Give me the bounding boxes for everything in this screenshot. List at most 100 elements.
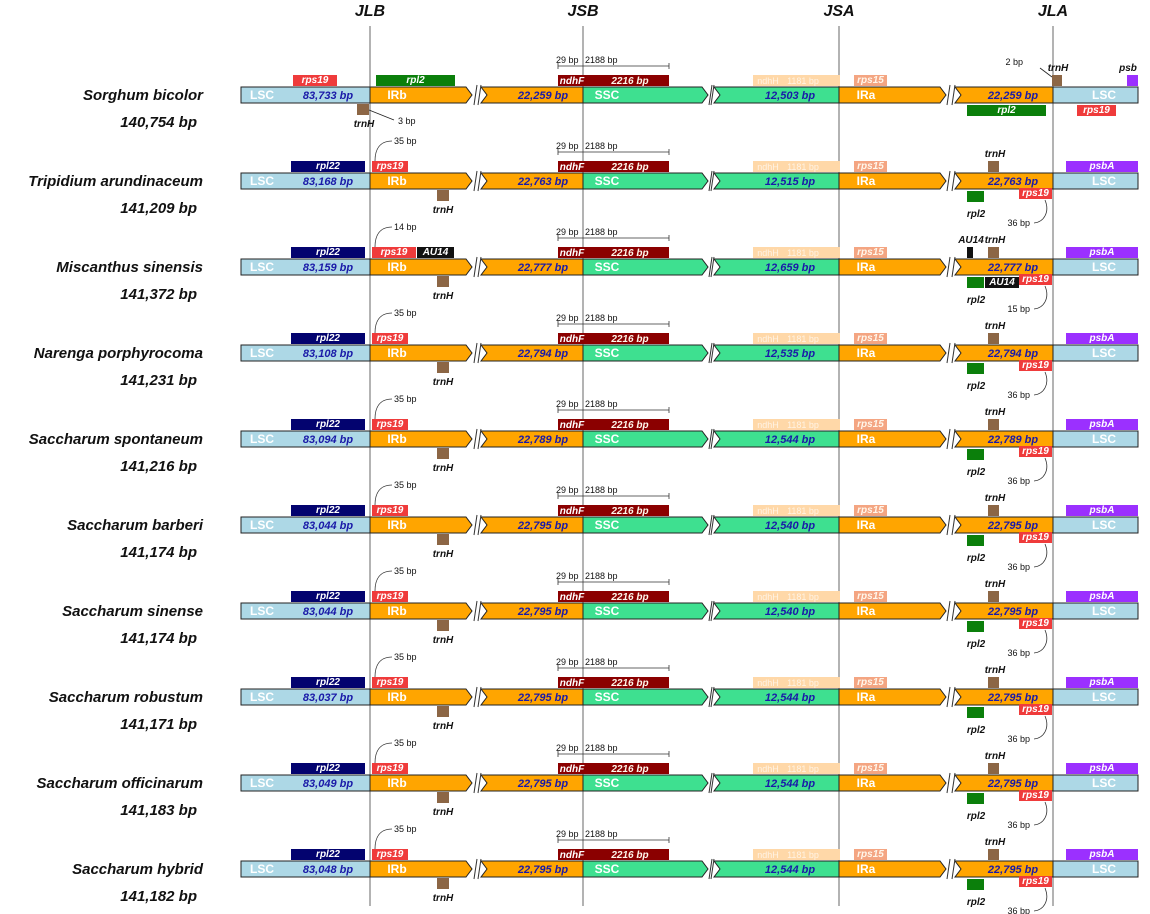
trnH-left-box xyxy=(437,276,449,287)
rpl22-box xyxy=(291,591,365,602)
ira-segment-inner xyxy=(954,430,1054,448)
lsc-length: 83,159 bp xyxy=(303,262,353,274)
rps19-right-label: rps19 xyxy=(1022,188,1049,199)
genome-bar xyxy=(240,514,1139,536)
rps19-left-box xyxy=(372,161,408,172)
trnH-pointer xyxy=(1039,67,1053,78)
break-mark xyxy=(710,686,715,708)
trnH-left-label: trnH xyxy=(433,463,454,474)
break-mark xyxy=(477,772,482,794)
rps19-right-label: rps19 xyxy=(1022,532,1049,543)
psbA-label: psbA xyxy=(1089,247,1115,258)
rps19-left-offset: 35 bp xyxy=(394,136,417,146)
rps19-left-label: rps19 xyxy=(377,333,404,344)
ndhH-box xyxy=(753,419,840,430)
ndhF-length: 2216 bp xyxy=(610,162,648,173)
ndhF-label: ndhF xyxy=(560,334,585,345)
rps19-right-box xyxy=(1019,876,1052,887)
trnH-left-box xyxy=(437,792,449,803)
rps15-box xyxy=(854,419,887,430)
ssc-label: SSC xyxy=(595,432,620,446)
ndhH-length: 1181 bp xyxy=(787,506,819,516)
rps19-left-label: rps19 xyxy=(381,247,408,258)
break-mark xyxy=(946,858,951,880)
trnH-right-box xyxy=(988,419,999,430)
ndhF-span: 2188 bp xyxy=(585,313,618,323)
ndhF-span: 2188 bp xyxy=(585,399,618,409)
lsc-segment-right xyxy=(1052,860,1139,878)
rpl2-right-box xyxy=(967,277,984,288)
trnH-left-label: trnH xyxy=(433,721,454,732)
ndhH-box xyxy=(753,763,840,774)
break-mark xyxy=(708,686,713,708)
ndhF-span: 2188 bp xyxy=(585,141,618,151)
au14-right-box2-box xyxy=(985,277,1019,288)
rps19-left-label: rps19 xyxy=(377,419,404,430)
irb-length: 22,795 bp xyxy=(517,692,568,704)
rps19-right-box xyxy=(1019,704,1052,715)
rps19-left-box xyxy=(372,849,408,860)
ira-segment-inner xyxy=(954,860,1054,878)
trnH-left-label: trnH xyxy=(433,205,454,216)
species-row: Saccharum hybrid 141,182 bp LSC IRb SSC IRa LS… xyxy=(72,824,1139,914)
ira-length: 22,777 bp xyxy=(987,262,1038,274)
rps19-left-offset-arrow xyxy=(374,484,393,506)
rps15-box xyxy=(854,247,887,258)
break-mark xyxy=(710,858,715,880)
lsc-length: 83,037 bp xyxy=(303,692,353,704)
trnH-left-box xyxy=(357,104,369,115)
species-row: Tripidium arundinaceum 141,209 bp LSC IRb SS… xyxy=(28,136,1139,228)
break-mark xyxy=(710,84,715,106)
break-mark xyxy=(946,514,951,536)
rpl2-right-label: rpl2 xyxy=(967,897,986,908)
genome-bar xyxy=(240,84,1139,106)
rps15-box xyxy=(854,677,887,688)
species-row: Sorghum bicolor 140,754 bp LSC IRb SSC IRa LSC… xyxy=(83,55,1139,131)
ndhF-box xyxy=(558,161,669,172)
junction-label-jlb: JLB xyxy=(355,3,385,20)
ssc-segment-inner xyxy=(713,430,840,448)
ndhF-bracket xyxy=(557,493,670,499)
rps19-right-box xyxy=(1019,790,1052,801)
ira-length: 22,794 bp xyxy=(987,348,1038,360)
ndhF-bracket xyxy=(557,751,670,757)
lsc-label: LSC xyxy=(250,776,274,790)
lsc-length: 83,044 bp xyxy=(303,520,353,532)
ssc-segment xyxy=(582,860,709,878)
ira-length: 22,763 bp xyxy=(987,176,1038,188)
lsc-segment-right xyxy=(1052,344,1139,362)
rps19-right-offset-arrow xyxy=(1033,801,1048,826)
irb-segment xyxy=(369,860,473,878)
lsc-length: 83,048 bp xyxy=(303,864,353,876)
psbA-label: psbA xyxy=(1089,419,1115,430)
ndhH-box xyxy=(753,333,840,344)
rps19-left-offset-arrow xyxy=(374,312,393,334)
ira-length: 22,795 bp xyxy=(987,606,1038,618)
genome-length: 141,174 bp xyxy=(120,630,197,647)
break-mark xyxy=(710,772,715,794)
ssc-label: SSC xyxy=(595,690,620,704)
lsc-label: LSC xyxy=(250,260,274,274)
ndhF-span: 2188 bp xyxy=(585,55,618,65)
irb-segment xyxy=(369,86,473,104)
ira-label: IRa xyxy=(857,260,876,274)
ndhH-box xyxy=(753,75,840,86)
species-name: Saccharum robustum xyxy=(49,689,203,706)
psbA-label: psbA xyxy=(1089,591,1115,602)
break-mark xyxy=(477,428,482,450)
psbA-box xyxy=(1127,75,1138,86)
genome-length: 141,231 bp xyxy=(120,372,197,389)
au14-left-label: AU14 xyxy=(422,247,449,258)
species-row: Narenga porphyrocoma 141,231 bp LSC IRb SSC I… xyxy=(34,308,1139,400)
ira-segment xyxy=(838,602,947,620)
psbA-label: psbA xyxy=(1089,505,1115,516)
break-mark xyxy=(473,600,478,622)
ira-label: IRa xyxy=(857,862,876,876)
trnH-right-box xyxy=(988,161,999,172)
ndhF-bracket xyxy=(557,235,670,241)
break-mark xyxy=(951,772,956,794)
trnH-left-label: trnH xyxy=(433,291,454,302)
rps19-right-offset-arrow xyxy=(1033,371,1048,396)
break-mark xyxy=(473,428,478,450)
